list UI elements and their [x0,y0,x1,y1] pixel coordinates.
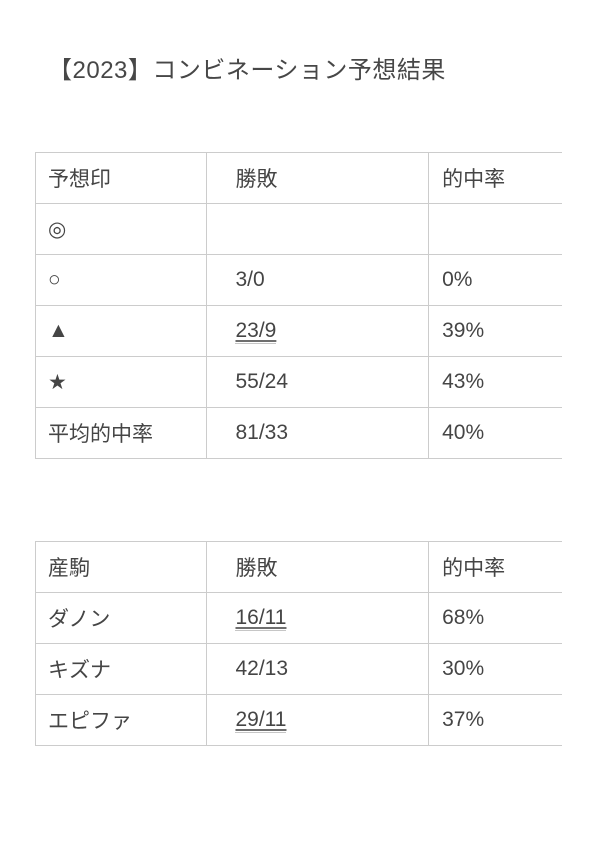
table-row: ◎ [35,203,562,256]
record-cell: 16/11 [206,592,429,645]
table-row: ○ 3/0 0% [35,254,562,307]
column-header-mark: 予想印 [35,152,207,205]
double-circle-mark-icon: ◎ [48,217,67,241]
rate-cell: 37% [428,694,562,747]
triangle-mark-icon: ▲ [48,319,69,343]
column-header-record: 勝敗 [206,541,429,594]
rate-cell: 43% [428,356,562,409]
table-header-row: 産駒 勝敗 的中率 [35,541,562,594]
rate-cell: 39% [428,305,562,358]
prediction-result-table: 予想印 勝敗 的中率 ◎ ○ 3/0 0% ▲ 23/9 39% ★ 55/24… [35,152,562,460]
star-mark-icon: ★ [48,370,67,394]
rate-cell: 68% [428,592,562,645]
column-header-rate: 的中率 [428,152,562,205]
rate-cell [428,203,562,256]
table-row: 平均的中率 81/33 40% [35,407,562,460]
mark-cell: ○ [35,254,207,307]
table-row: キズナ 42/13 30% [35,643,562,696]
sire-name-cell: キズナ [35,643,207,696]
mark-cell: ◎ [35,203,207,256]
sire-name-cell: エピファ [35,694,207,747]
record-cell: 55/24 [206,356,429,409]
sire-name-cell: ダノン [35,592,207,645]
circle-mark-icon: ○ [48,268,61,292]
mark-cell: ▲ [35,305,207,358]
record-cell: 23/9 [206,305,429,358]
column-header-record: 勝敗 [206,152,429,205]
sire-result-table: 産駒 勝敗 的中率 ダノン 16/11 68% キズナ 42/13 30% エピ… [35,541,562,747]
record-cell: 29/11 [206,694,429,747]
record-cell [206,203,429,256]
table-row: ダノン 16/11 68% [35,592,562,645]
mark-cell: ★ [35,356,207,409]
record-link[interactable]: 29/11 [235,708,287,734]
column-header-sire: 産駒 [35,541,207,594]
table-row: ★ 55/24 43% [35,356,562,409]
record-link[interactable]: 16/11 [235,606,287,632]
record-cell: 42/13 [206,643,429,696]
record-cell: 3/0 [206,254,429,307]
column-header-rate: 的中率 [428,541,562,594]
table-row: エピファ 29/11 37% [35,694,562,747]
rate-cell: 40% [428,407,562,460]
page-title: 【2023】コンビネーション予想結果 [48,57,446,84]
table-header-row: 予想印 勝敗 的中率 [35,152,562,205]
record-cell: 81/33 [206,407,429,460]
table-row: ▲ 23/9 39% [35,305,562,358]
record-link[interactable]: 23/9 [235,319,277,345]
rate-cell: 30% [428,643,562,696]
average-label-cell: 平均的中率 [35,407,207,460]
rate-cell: 0% [428,254,562,307]
